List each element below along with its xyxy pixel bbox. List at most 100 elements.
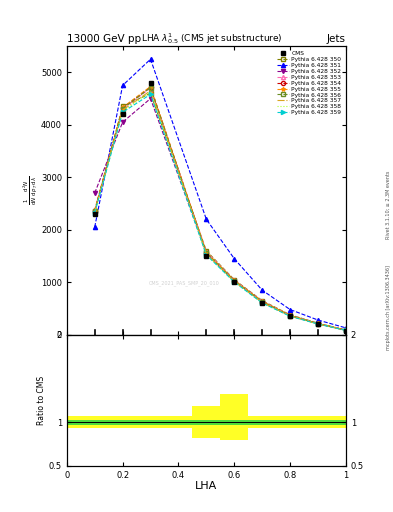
Line: Pythia 6.428 356: Pythia 6.428 356 <box>93 86 348 332</box>
Pythia 6.428 359 <box>92 210 97 216</box>
Pythia 6.428 354 <box>120 105 125 111</box>
Pythia 6.428 351 <box>316 317 320 323</box>
Pythia 6.428 358 <box>204 251 209 258</box>
CMS <box>316 321 320 327</box>
Pythia 6.428 354 <box>343 327 348 333</box>
Pythia 6.428 352 <box>260 299 264 305</box>
Pythia 6.428 358 <box>316 321 320 327</box>
Pythia 6.428 352 <box>204 250 209 257</box>
Pythia 6.428 352 <box>92 190 97 196</box>
Pythia 6.428 358 <box>288 313 292 319</box>
CMS <box>288 313 292 319</box>
Pythia 6.428 358 <box>343 327 348 333</box>
Pythia 6.428 355 <box>148 83 153 90</box>
Text: Jets: Jets <box>327 33 346 44</box>
Line: Pythia 6.428 351: Pythia 6.428 351 <box>93 57 348 330</box>
Pythia 6.428 357 <box>120 107 125 113</box>
Pythia 6.428 359 <box>316 321 320 327</box>
Pythia 6.428 350 <box>204 248 209 254</box>
Text: Rivet 3.1.10; ≥ 2.3M events: Rivet 3.1.10; ≥ 2.3M events <box>386 170 391 239</box>
Pythia 6.428 359 <box>288 313 292 319</box>
Text: CMS_2021_PAS_SMP_20_010: CMS_2021_PAS_SMP_20_010 <box>149 280 219 286</box>
Legend: CMS, Pythia 6.428 350, Pythia 6.428 351, Pythia 6.428 352, Pythia 6.428 353, Pyt: CMS, Pythia 6.428 350, Pythia 6.428 351,… <box>275 49 343 117</box>
Pythia 6.428 351 <box>343 325 348 331</box>
Pythia 6.428 356 <box>204 250 209 256</box>
Line: Pythia 6.428 358: Pythia 6.428 358 <box>95 92 346 330</box>
Y-axis label: Ratio to CMS: Ratio to CMS <box>37 376 46 425</box>
Pythia 6.428 358 <box>92 209 97 216</box>
Y-axis label: $\frac{1}{\mathrm{d}N}\,\frac{\mathrm{d}^2N}{\mathrm{d}\,p_T\,\mathrm{d}\,\lambd: $\frac{1}{\mathrm{d}N}\,\frac{\mathrm{d}… <box>22 176 39 205</box>
Pythia 6.428 353 <box>260 298 264 304</box>
Pythia 6.428 357 <box>343 327 348 333</box>
Pythia 6.428 353 <box>288 312 292 318</box>
Pythia 6.428 354 <box>260 298 264 305</box>
Pythia 6.428 351 <box>232 255 237 262</box>
Pythia 6.428 352 <box>288 313 292 319</box>
Pythia 6.428 359 <box>260 300 264 306</box>
Pythia 6.428 356 <box>232 278 237 284</box>
Pythia 6.428 355 <box>120 104 125 111</box>
Pythia 6.428 357 <box>204 251 209 257</box>
Line: Pythia 6.428 350: Pythia 6.428 350 <box>93 91 348 332</box>
Line: Pythia 6.428 355: Pythia 6.428 355 <box>93 84 348 332</box>
Pythia 6.428 350 <box>232 276 237 283</box>
Line: Pythia 6.428 357: Pythia 6.428 357 <box>95 91 346 330</box>
Pythia 6.428 358 <box>232 279 237 285</box>
Pythia 6.428 356 <box>343 327 348 333</box>
Pythia 6.428 355 <box>204 249 209 255</box>
Pythia 6.428 352 <box>316 321 320 327</box>
Pythia 6.428 356 <box>120 105 125 112</box>
Pythia 6.428 351 <box>92 224 97 230</box>
Pythia 6.428 354 <box>204 250 209 256</box>
Pythia 6.428 359 <box>343 327 348 333</box>
CMS <box>120 111 125 117</box>
Pythia 6.428 357 <box>92 209 97 215</box>
Pythia 6.428 358 <box>120 108 125 114</box>
Pythia 6.428 356 <box>92 208 97 214</box>
Pythia 6.428 356 <box>260 299 264 305</box>
CMS <box>232 279 237 285</box>
Pythia 6.428 350 <box>316 320 320 326</box>
Pythia 6.428 356 <box>148 84 153 91</box>
Line: Pythia 6.428 352: Pythia 6.428 352 <box>93 96 348 332</box>
Pythia 6.428 350 <box>148 90 153 96</box>
Pythia 6.428 356 <box>288 313 292 319</box>
Pythia 6.428 350 <box>120 103 125 110</box>
CMS <box>148 80 153 86</box>
Pythia 6.428 351 <box>148 56 153 62</box>
CMS <box>260 300 264 306</box>
Pythia 6.428 353 <box>343 327 348 333</box>
Line: Pythia 6.428 359: Pythia 6.428 359 <box>93 92 348 332</box>
CMS <box>343 328 348 334</box>
Pythia 6.428 354 <box>316 321 320 327</box>
Pythia 6.428 354 <box>92 208 97 214</box>
CMS <box>204 253 209 259</box>
Pythia 6.428 355 <box>316 321 320 327</box>
Pythia 6.428 357 <box>288 313 292 319</box>
Pythia 6.428 352 <box>120 119 125 125</box>
Pythia 6.428 353 <box>232 277 237 283</box>
Pythia 6.428 350 <box>260 297 264 304</box>
Pythia 6.428 353 <box>120 106 125 112</box>
Pythia 6.428 359 <box>204 252 209 258</box>
Pythia 6.428 357 <box>148 88 153 94</box>
Pythia 6.428 351 <box>204 216 209 222</box>
Pythia 6.428 355 <box>343 327 348 333</box>
Pythia 6.428 354 <box>288 312 292 318</box>
Pythia 6.428 358 <box>148 89 153 95</box>
Text: 13000 GeV pp: 13000 GeV pp <box>67 33 141 44</box>
Pythia 6.428 357 <box>260 300 264 306</box>
Title: LHA $\lambda^1_{0.5}$ (CMS jet substructure): LHA $\lambda^1_{0.5}$ (CMS jet substruct… <box>141 31 283 46</box>
CMS <box>92 211 97 217</box>
Pythia 6.428 353 <box>316 321 320 327</box>
Pythia 6.428 357 <box>316 321 320 327</box>
Pythia 6.428 350 <box>343 327 348 333</box>
X-axis label: LHA: LHA <box>195 481 217 491</box>
Pythia 6.428 359 <box>232 279 237 285</box>
Pythia 6.428 359 <box>148 91 153 97</box>
Pythia 6.428 356 <box>316 321 320 327</box>
Pythia 6.428 352 <box>148 95 153 101</box>
Pythia 6.428 357 <box>232 279 237 285</box>
Pythia 6.428 350 <box>92 208 97 215</box>
Pythia 6.428 353 <box>92 207 97 213</box>
